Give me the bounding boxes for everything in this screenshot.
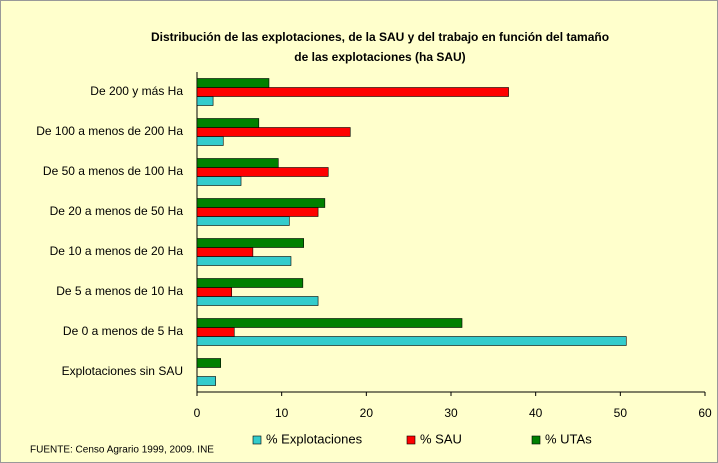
y-tick-label: De 200 y más Ha xyxy=(90,84,183,98)
bar xyxy=(196,167,329,177)
x-tick-label: 10 xyxy=(275,406,289,420)
bar xyxy=(196,127,351,137)
bar xyxy=(196,278,304,288)
y-tick-label: De 0 a menos de 5 Ha xyxy=(63,324,183,338)
legend-label: % UTAs xyxy=(545,431,592,446)
bar xyxy=(196,118,260,128)
x-tick-label: 50 xyxy=(614,406,628,420)
y-tick-label: De 5 a menos de 10 Ha xyxy=(56,284,183,298)
bar xyxy=(196,336,627,346)
bar xyxy=(196,176,242,186)
bar xyxy=(196,96,214,106)
source: FUENTE: Censo Agrario 1999, 2009. INE xyxy=(30,445,214,456)
chart-title: Distribución de las explotaciones, de la… xyxy=(151,30,609,44)
bar xyxy=(196,136,224,146)
y-tick-label: De 100 a menos de 200 Ha xyxy=(36,124,183,138)
legend-label: % Explotaciones xyxy=(266,431,363,446)
x-tick-label: 30 xyxy=(444,406,458,420)
bar xyxy=(196,158,279,168)
bar xyxy=(196,247,254,257)
bar xyxy=(196,207,319,217)
bar xyxy=(196,87,509,97)
y-tick-label: De 20 a menos de 50 Ha xyxy=(50,204,184,218)
x-tick-label: 0 xyxy=(194,406,201,420)
bar xyxy=(196,78,270,88)
bar xyxy=(196,198,326,208)
bar xyxy=(196,358,222,368)
x-tick-label: 60 xyxy=(698,406,712,420)
x-tick-label: 40 xyxy=(529,406,543,420)
x-tick-label: 20 xyxy=(360,406,374,420)
bar xyxy=(196,376,216,386)
bar xyxy=(196,318,463,328)
bar xyxy=(196,287,233,297)
legend-swatch xyxy=(252,435,262,445)
y-tick-label: De 10 a menos de 20 Ha xyxy=(50,244,184,258)
chart-title: de las explotaciones (ha SAU) xyxy=(294,50,465,64)
legend-swatch xyxy=(406,435,416,445)
bar xyxy=(196,327,235,337)
bar xyxy=(196,256,292,266)
bar xyxy=(196,216,290,226)
legend-swatch xyxy=(531,435,541,445)
bar xyxy=(196,296,319,306)
legend-label: % SAU xyxy=(420,431,462,446)
y-tick-label: Explotaciones sin SAU xyxy=(62,364,183,378)
bar xyxy=(196,238,304,248)
y-tick-label: De 50 a menos de 100 Ha xyxy=(43,164,183,178)
